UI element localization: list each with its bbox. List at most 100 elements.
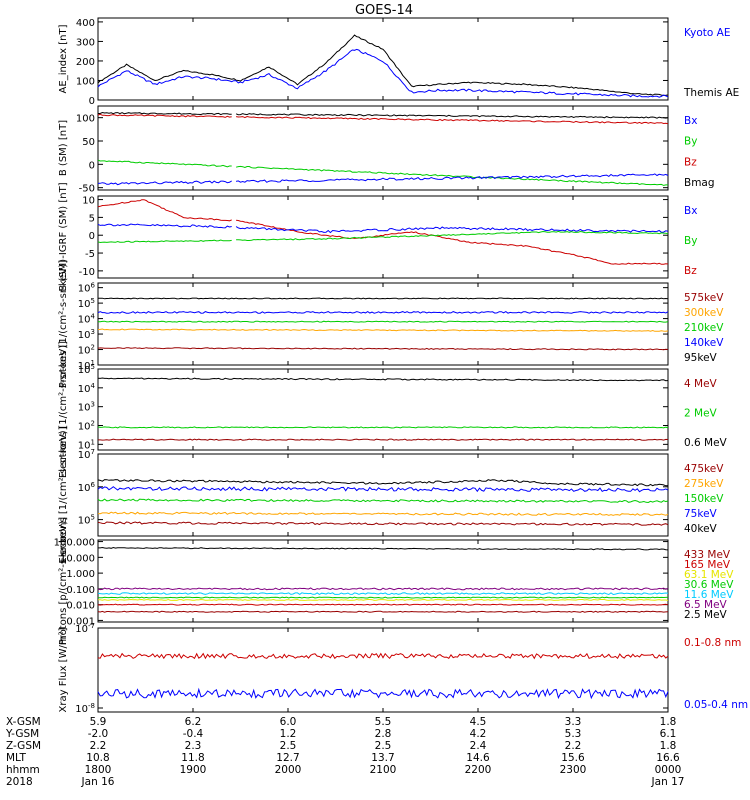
ephemeris-value: 6.2 xyxy=(185,716,202,728)
legend-entry: 0.05-0.4 nm xyxy=(684,699,748,711)
ephemeris-value: 1.8 xyxy=(660,716,677,728)
ephemeris-value: 5.5 xyxy=(375,716,392,728)
legend-entry: 275keV xyxy=(684,478,724,490)
series-line-75kev xyxy=(97,486,669,493)
ephemeris-value: 10.8 xyxy=(86,752,109,764)
ephemeris-value: 2.4 xyxy=(470,740,487,752)
series-line-0-1-0-8-nm xyxy=(97,652,669,660)
ephemeris-value: 16.6 xyxy=(656,752,680,764)
legend-entry: 4 MeV xyxy=(684,378,718,390)
ephemeris-value: 2.5 xyxy=(375,740,392,752)
legend-entry: By xyxy=(684,136,697,148)
y-tick-label: 5 xyxy=(89,213,95,224)
series-line-165-mev xyxy=(97,603,669,606)
legend-entry: 0.6 MeV xyxy=(684,437,728,449)
y-tick-label: 0 xyxy=(89,160,95,171)
ephemeris-value: 12.7 xyxy=(276,752,299,764)
ephemeris-value: 2300 xyxy=(560,764,587,776)
ephemeris-value: 4.5 xyxy=(470,716,487,728)
series-line-475kev xyxy=(97,521,669,526)
ephemeris-value: 6.1 xyxy=(660,728,677,740)
ephemeris-value: 3.3 xyxy=(565,716,582,728)
panel-3: 10 5 0 -5 -10 B (SM)-IGRF (SM) [nT] Bx By Bz xyxy=(58,182,697,291)
series-line-bx xyxy=(97,223,669,234)
ephemeris-value: 15.6 xyxy=(561,752,585,764)
y-axis-label: B (SM) [nT] xyxy=(58,120,69,176)
series-line-2-5-mev xyxy=(98,546,669,551)
legend-entry: 165 MeV xyxy=(684,559,731,571)
legend-entry: 40keV xyxy=(684,523,718,535)
panel-frame xyxy=(97,539,669,623)
ephemeris-value: Jan 16 xyxy=(81,776,115,788)
series-line-bz xyxy=(97,113,669,125)
legend-entry: 300keV xyxy=(684,307,724,319)
series-line-40kev xyxy=(97,479,669,487)
series-line-63-1-mev xyxy=(98,598,669,601)
y-tick-label: 101 xyxy=(78,359,95,372)
ephemeris-value: 11.8 xyxy=(181,752,204,764)
ephemeris-value: 14.6 xyxy=(466,752,490,764)
panel-frame xyxy=(97,627,669,713)
series-line-bx xyxy=(97,173,669,186)
series-line-150kev xyxy=(97,498,669,504)
panel-frame xyxy=(97,282,669,366)
panel-8: 10-7 10-8 Xray Flux [W/m²] 0.1-0.8 nm 0.05-0… xyxy=(58,622,748,715)
y-axis-label: AE_index [nT] xyxy=(58,24,69,93)
legend-entry: 140keV xyxy=(684,337,724,349)
y-tick-label: 50 xyxy=(82,137,95,148)
series-line-0-05-0-4-nm xyxy=(97,687,669,700)
legend-entry: Bmag xyxy=(684,177,715,189)
series-line-210kev xyxy=(97,320,669,323)
y-tick-label: 106 xyxy=(78,282,96,295)
series-line-30-6-mev xyxy=(97,596,669,599)
legend-entry: 6.5 MeV xyxy=(684,599,728,611)
series-line-by xyxy=(97,230,669,244)
legend-entry: 2.5 MeV xyxy=(684,609,728,621)
ephemeris-value: 2200 xyxy=(465,764,492,776)
y-tick-label: 105 xyxy=(78,297,95,310)
y-tick-label: 106 xyxy=(78,481,96,494)
series-line-bmag xyxy=(98,111,669,119)
legend-entry: Kyoto AE xyxy=(684,27,730,39)
legend-entry: 75keV xyxy=(684,508,718,520)
y-axis-label: Electrons [1/(cm²-s-sr-keV)] xyxy=(58,426,69,563)
y-tick-label: 10.000 xyxy=(60,553,95,564)
panel-4: 106 105 104 103 102 101 Protons [1/(cm²-s-sr-k… xyxy=(58,260,724,388)
y-axis-label: Electrons [1/(cm²-s-sr-keV)] xyxy=(58,341,69,478)
ephemeris-value: 5.9 xyxy=(90,716,107,728)
ephemeris-value: 2100 xyxy=(370,764,397,776)
ephemeris-row-label: Z-GSM xyxy=(6,740,41,752)
legend-entry: By xyxy=(684,235,697,247)
y-tick-label: -5 xyxy=(85,249,95,260)
ephemeris-value: 2000 xyxy=(275,764,302,776)
y-tick-label: 101 xyxy=(78,438,95,451)
legend-entry: 210keV xyxy=(684,322,724,334)
y-axis-label: Protons [1/(cm²-s-sr-keV)] xyxy=(58,260,69,388)
y-tick-label: 1.000 xyxy=(66,569,95,580)
legend-entry: Themis AE xyxy=(683,87,739,99)
series-line-95kev xyxy=(97,297,669,300)
series-line-275kev xyxy=(97,511,669,516)
ephemeris-value: 2.3 xyxy=(185,740,202,752)
ephemeris-value: 4.2 xyxy=(470,728,487,740)
y-tick-label: 200 xyxy=(76,57,95,68)
legend-entry: 11.6 MeV xyxy=(684,589,734,601)
ephemeris-value: 0000 xyxy=(655,764,682,776)
panel-1: 400 300 200 100 0 AE_index [nT] Kyoto AE Themis… xyxy=(58,17,739,107)
y-axis-label: Protons [p/(cm²-s-sr-keV)] xyxy=(58,517,69,645)
series-line-kyoto-ae xyxy=(97,48,669,98)
legend-entry: 433 MeV xyxy=(684,549,731,561)
ephemeris-value: 1.2 xyxy=(280,728,297,740)
legend-entry: Bz xyxy=(684,156,697,168)
y-tick-label: 0.100 xyxy=(66,585,95,596)
ephemeris-value: -2.0 xyxy=(88,728,109,740)
legend-entry: 575keV xyxy=(684,292,724,304)
series-line-4-mev xyxy=(98,438,669,441)
ephemeris-value: 2.2 xyxy=(565,740,582,752)
y-tick-label: 103 xyxy=(78,328,95,341)
panel-frame xyxy=(97,17,669,101)
y-tick-label: 0 xyxy=(89,231,95,242)
ephemeris-value: 2.8 xyxy=(375,728,392,740)
